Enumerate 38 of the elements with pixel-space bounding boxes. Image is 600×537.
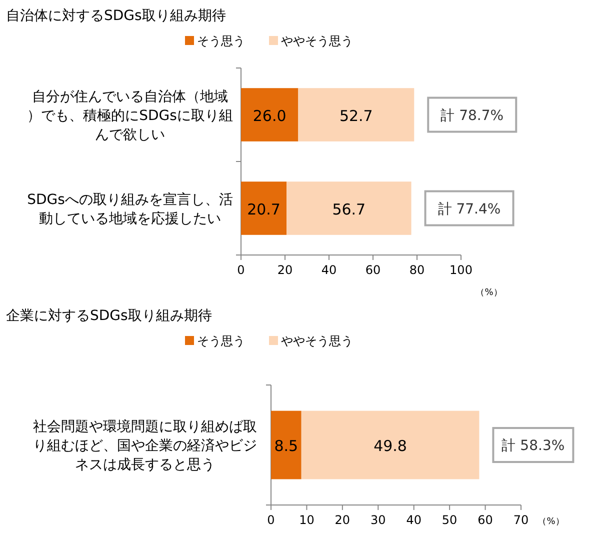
x-axis-title: （%） bbox=[538, 517, 564, 527]
data-label: 20.7 bbox=[247, 200, 280, 218]
total-label: 計 78.7% bbox=[440, 108, 504, 124]
bar bbox=[241, 182, 287, 235]
x-axis-title: （%） bbox=[476, 288, 502, 298]
data-label: 56.7 bbox=[332, 200, 366, 218]
x-tick-label: 70 bbox=[513, 513, 529, 527]
text: 企業に対するSDGs取り組み期待 bbox=[6, 308, 212, 324]
x-tick-label: 100 bbox=[450, 263, 472, 277]
bar bbox=[286, 182, 412, 235]
y-tick-label: 社会問題や環境問題に取り組めば取り組むほど、国や企業の経済やビジネスは成長すると思う bbox=[33, 419, 257, 473]
x-tick-label: 0 bbox=[267, 513, 275, 527]
x-tick-label: 40 bbox=[321, 263, 337, 277]
legend-label: そう思う bbox=[197, 334, 245, 348]
x-tick-label: 40 bbox=[406, 513, 422, 527]
y-tick-label: 自分が住んでいる自治体（地域）でも、積極的にSDGsに取り組んで欲しい bbox=[27, 88, 233, 143]
x-tick-label: 0 bbox=[237, 263, 245, 277]
legend-label: ややそう思う bbox=[281, 334, 353, 348]
data-label: 8.5 bbox=[274, 437, 298, 455]
x-tick-label: 50 bbox=[442, 513, 458, 527]
x-tick-label: 30 bbox=[370, 513, 386, 527]
data-label: 26.0 bbox=[252, 106, 286, 125]
legend-label: ややそう思う bbox=[281, 34, 353, 48]
x-tick-label: 60 bbox=[365, 263, 381, 277]
total-label: 計 58.3% bbox=[502, 438, 565, 454]
data-label: 49.8 bbox=[374, 437, 407, 455]
total-label: 計 77.4% bbox=[438, 201, 501, 218]
bar bbox=[241, 88, 298, 142]
bar bbox=[298, 88, 414, 142]
x-tick-label: 20 bbox=[334, 513, 350, 527]
data-label: 52.7 bbox=[339, 106, 373, 125]
x-tick-label: 10 bbox=[299, 513, 314, 527]
text: 自治体に対するSDGs取り組み期待 bbox=[6, 8, 226, 24]
y-tick-label: SDGsへの取り組みを宣言し、活動している地域を応援したい bbox=[27, 192, 233, 227]
x-tick-label: 20 bbox=[277, 263, 293, 277]
legend-label: そう思う bbox=[197, 34, 245, 48]
x-tick-label: 80 bbox=[409, 263, 425, 277]
x-tick-label: 60 bbox=[478, 513, 493, 527]
